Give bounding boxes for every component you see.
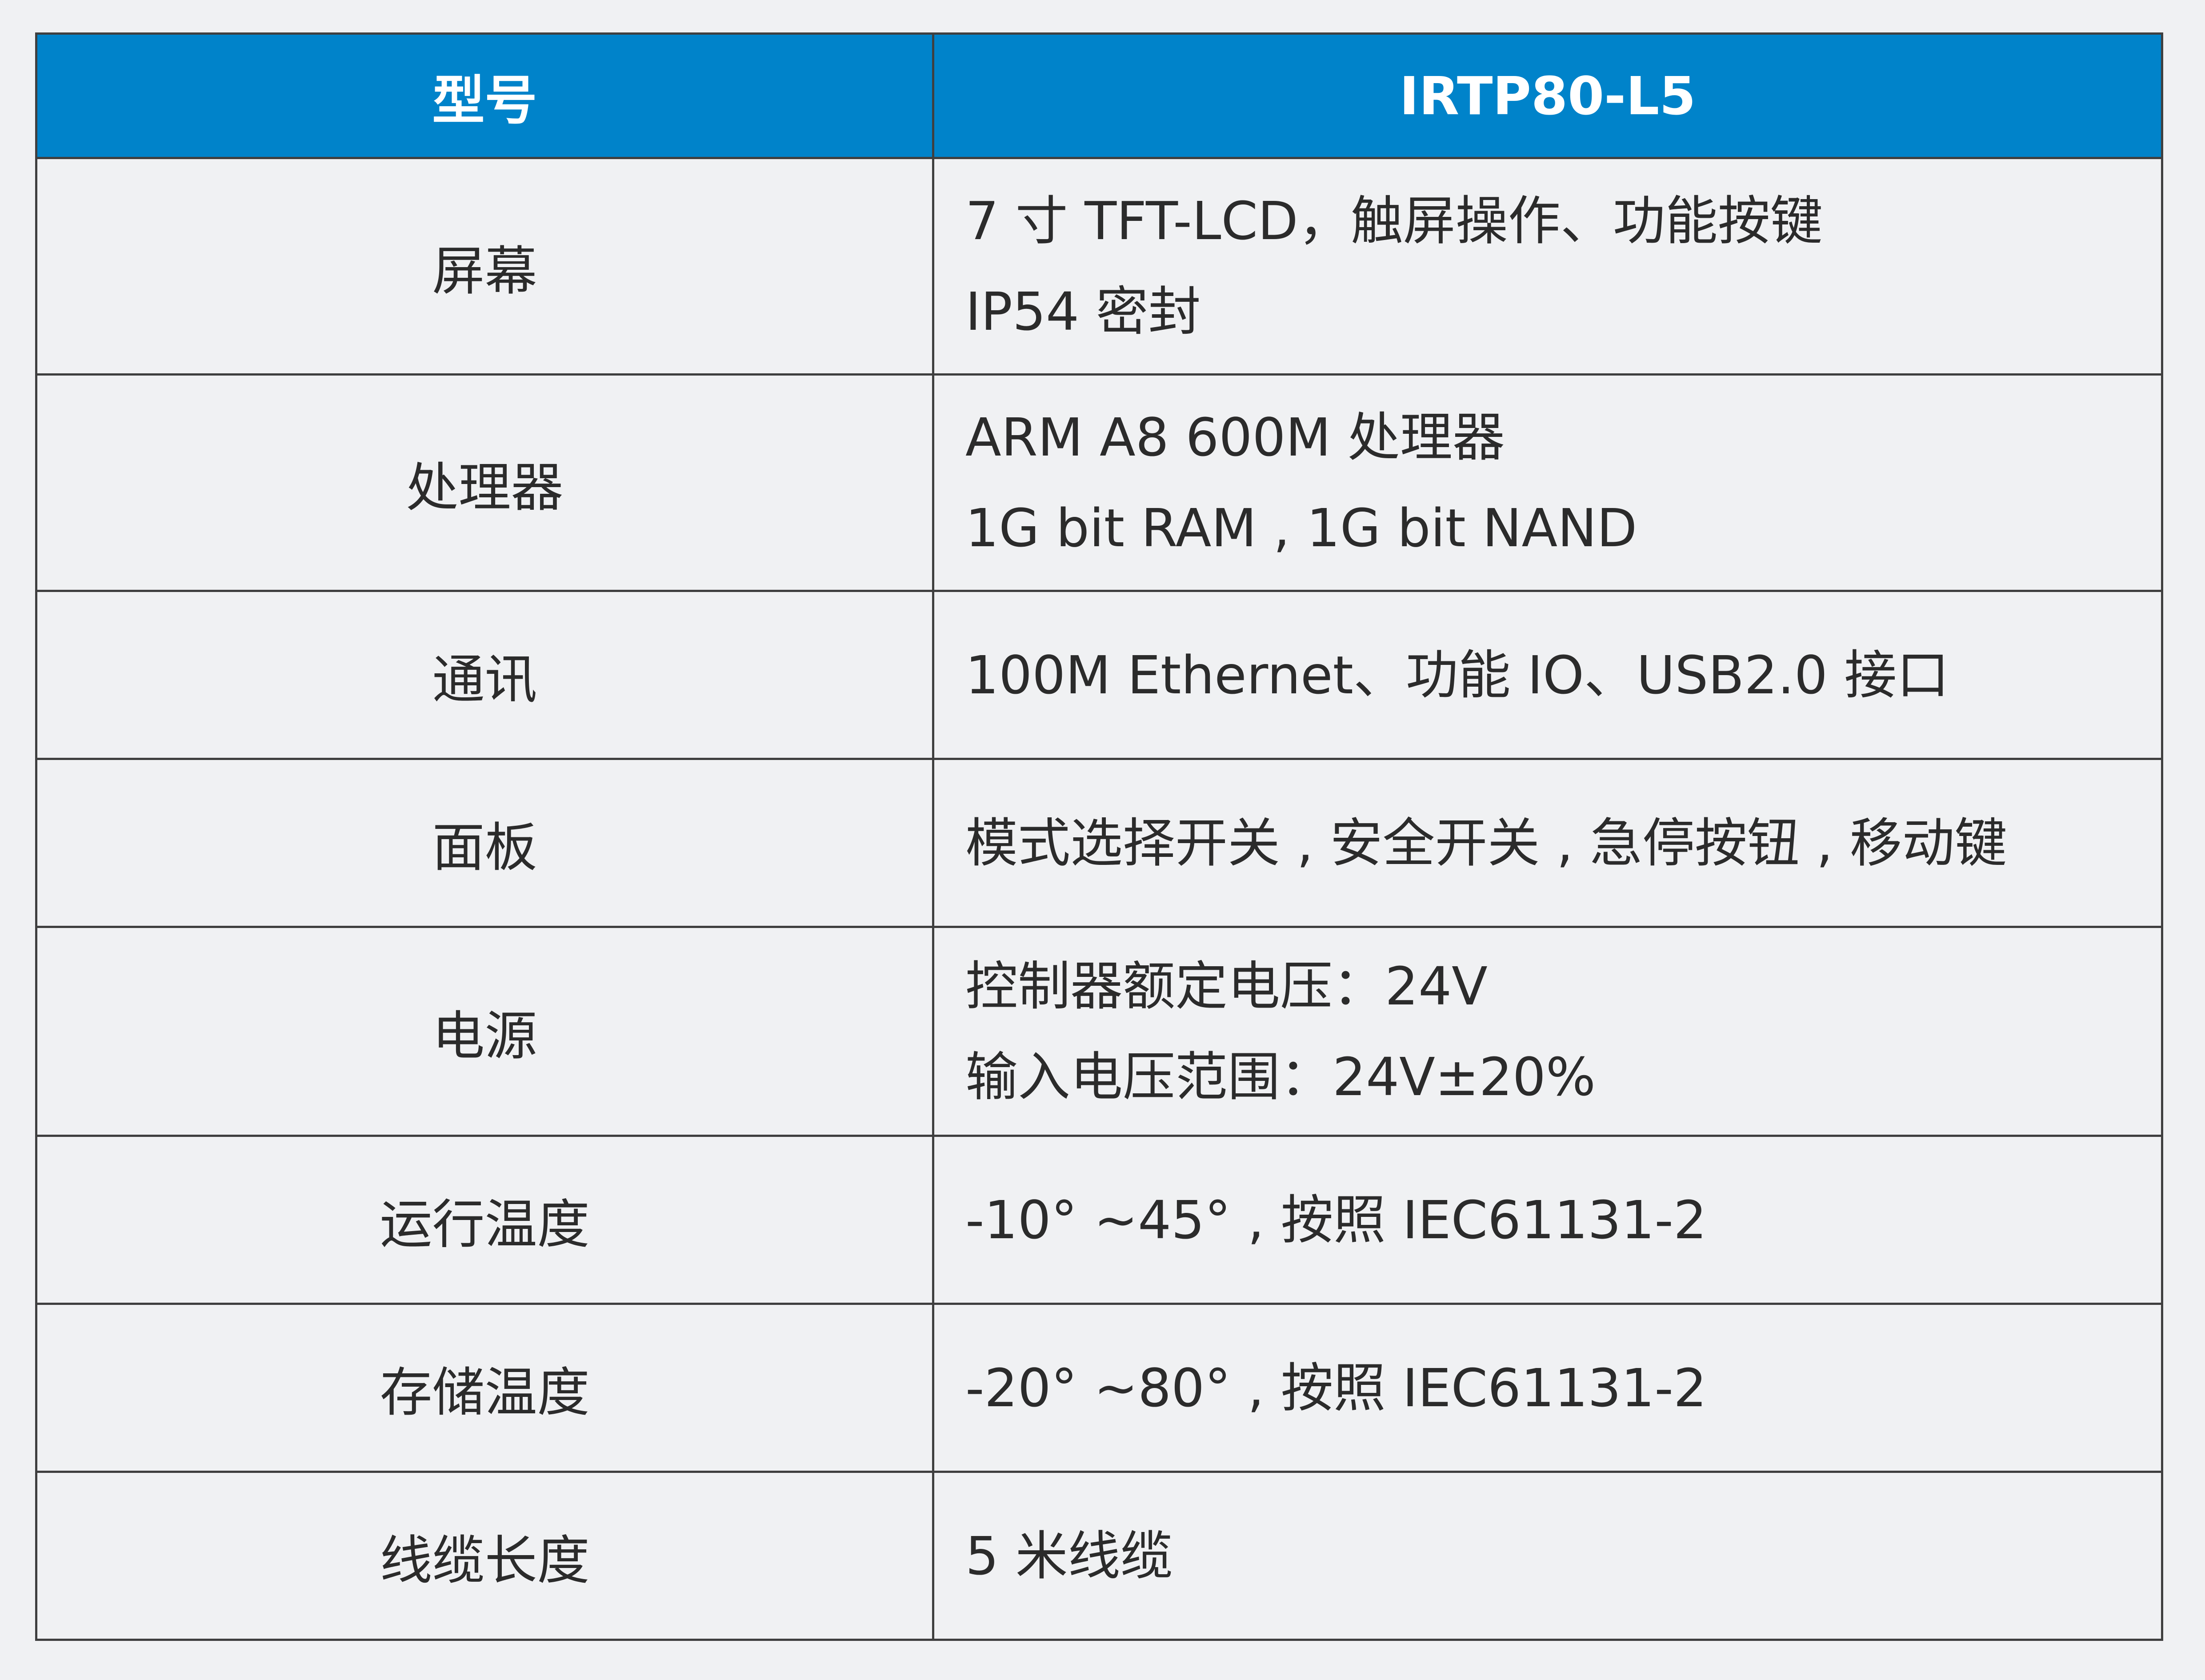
header-row: 型号 IRTP80-L5 — [35, 32, 2163, 159]
table-row: 屏幕 7 寸 TFT-LCD，触屏操作、功能按键 IP54 密封 — [35, 157, 2163, 376]
value-line: 5 米线缆 — [965, 1525, 1173, 1587]
table-row: 电源 控制器额定电压：24V 输入电压范围：24V±20% — [35, 926, 2163, 1137]
row-label-storage-temp: 存储温度 — [35, 1303, 934, 1473]
table-body: 屏幕 7 寸 TFT-LCD，触屏操作、功能按键 IP54 密封 处理器 ARM… — [35, 157, 2163, 1641]
value-line: -20° ~80° , 按照 IEC61131-2 — [965, 1357, 1707, 1419]
spec-table: 型号 IRTP80-L5 屏幕 7 寸 TFT-LCD，触屏操作、功能按键 IP… — [35, 32, 2163, 1641]
table-header: 型号 IRTP80-L5 — [35, 32, 2163, 159]
value-line: 1G bit RAM , 1G bit NAND — [965, 497, 1637, 559]
row-label-operating-temp: 运行温度 — [35, 1135, 934, 1305]
value-line: IP54 密封 — [965, 281, 1201, 342]
row-label-screen: 屏幕 — [35, 157, 934, 376]
header-model-value: IRTP80-L5 — [932, 32, 2163, 159]
table-row: 处理器 ARM A8 600M 处理器 1G bit RAM , 1G bit … — [35, 373, 2163, 592]
row-value-screen: 7 寸 TFT-LCD，触屏操作、功能按键 IP54 密封 — [932, 157, 2163, 376]
row-label-processor: 处理器 — [35, 373, 934, 592]
row-value-operating-temp: -10° ~45° , 按照 IEC61131-2 — [932, 1135, 2163, 1305]
table-row: 线缆长度 5 米线缆 — [35, 1471, 2163, 1641]
header-model-label: 型号 — [35, 32, 934, 159]
table-row: 存储温度 -20° ~80° , 按照 IEC61131-2 — [35, 1303, 2163, 1473]
row-value-panel: 模式选择开关 , 安全开关 , 急停按钮 , 移动键 — [932, 758, 2163, 928]
row-label-panel: 面板 — [35, 758, 934, 928]
row-label-communication: 通讯 — [35, 590, 934, 760]
table-row: 通讯 100M Ethernet、功能 IO、USB2.0 接口 — [35, 590, 2163, 760]
table-row: 面板 模式选择开关 , 安全开关 , 急停按钮 , 移动键 — [35, 758, 2163, 928]
value-line: -10° ~45° , 按照 IEC61131-2 — [965, 1189, 1707, 1251]
row-value-cable-length: 5 米线缆 — [932, 1471, 2163, 1641]
value-line: ARM A8 600M 处理器 — [965, 407, 1505, 468]
row-value-storage-temp: -20° ~80° , 按照 IEC61131-2 — [932, 1303, 2163, 1473]
row-value-power: 控制器额定电压：24V 输入电压范围：24V±20% — [932, 926, 2163, 1137]
value-line: 7 寸 TFT-LCD，触屏操作、功能按键 — [965, 190, 1823, 252]
row-label-cable-length: 线缆长度 — [35, 1471, 934, 1641]
value-line: 模式选择开关 , 安全开关 , 急停按钮 , 移动键 — [965, 812, 2007, 874]
value-line: 控制器额定电压：24V — [965, 955, 1488, 1017]
value-line: 输入电压范围：24V±20% — [965, 1046, 1596, 1108]
row-value-processor: ARM A8 600M 处理器 1G bit RAM , 1G bit NAND — [932, 373, 2163, 592]
row-label-power: 电源 — [35, 926, 934, 1137]
table-row: 运行温度 -10° ~45° , 按照 IEC61131-2 — [35, 1135, 2163, 1305]
value-line: 100M Ethernet、功能 IO、USB2.0 接口 — [965, 644, 1949, 706]
row-value-communication: 100M Ethernet、功能 IO、USB2.0 接口 — [932, 590, 2163, 760]
